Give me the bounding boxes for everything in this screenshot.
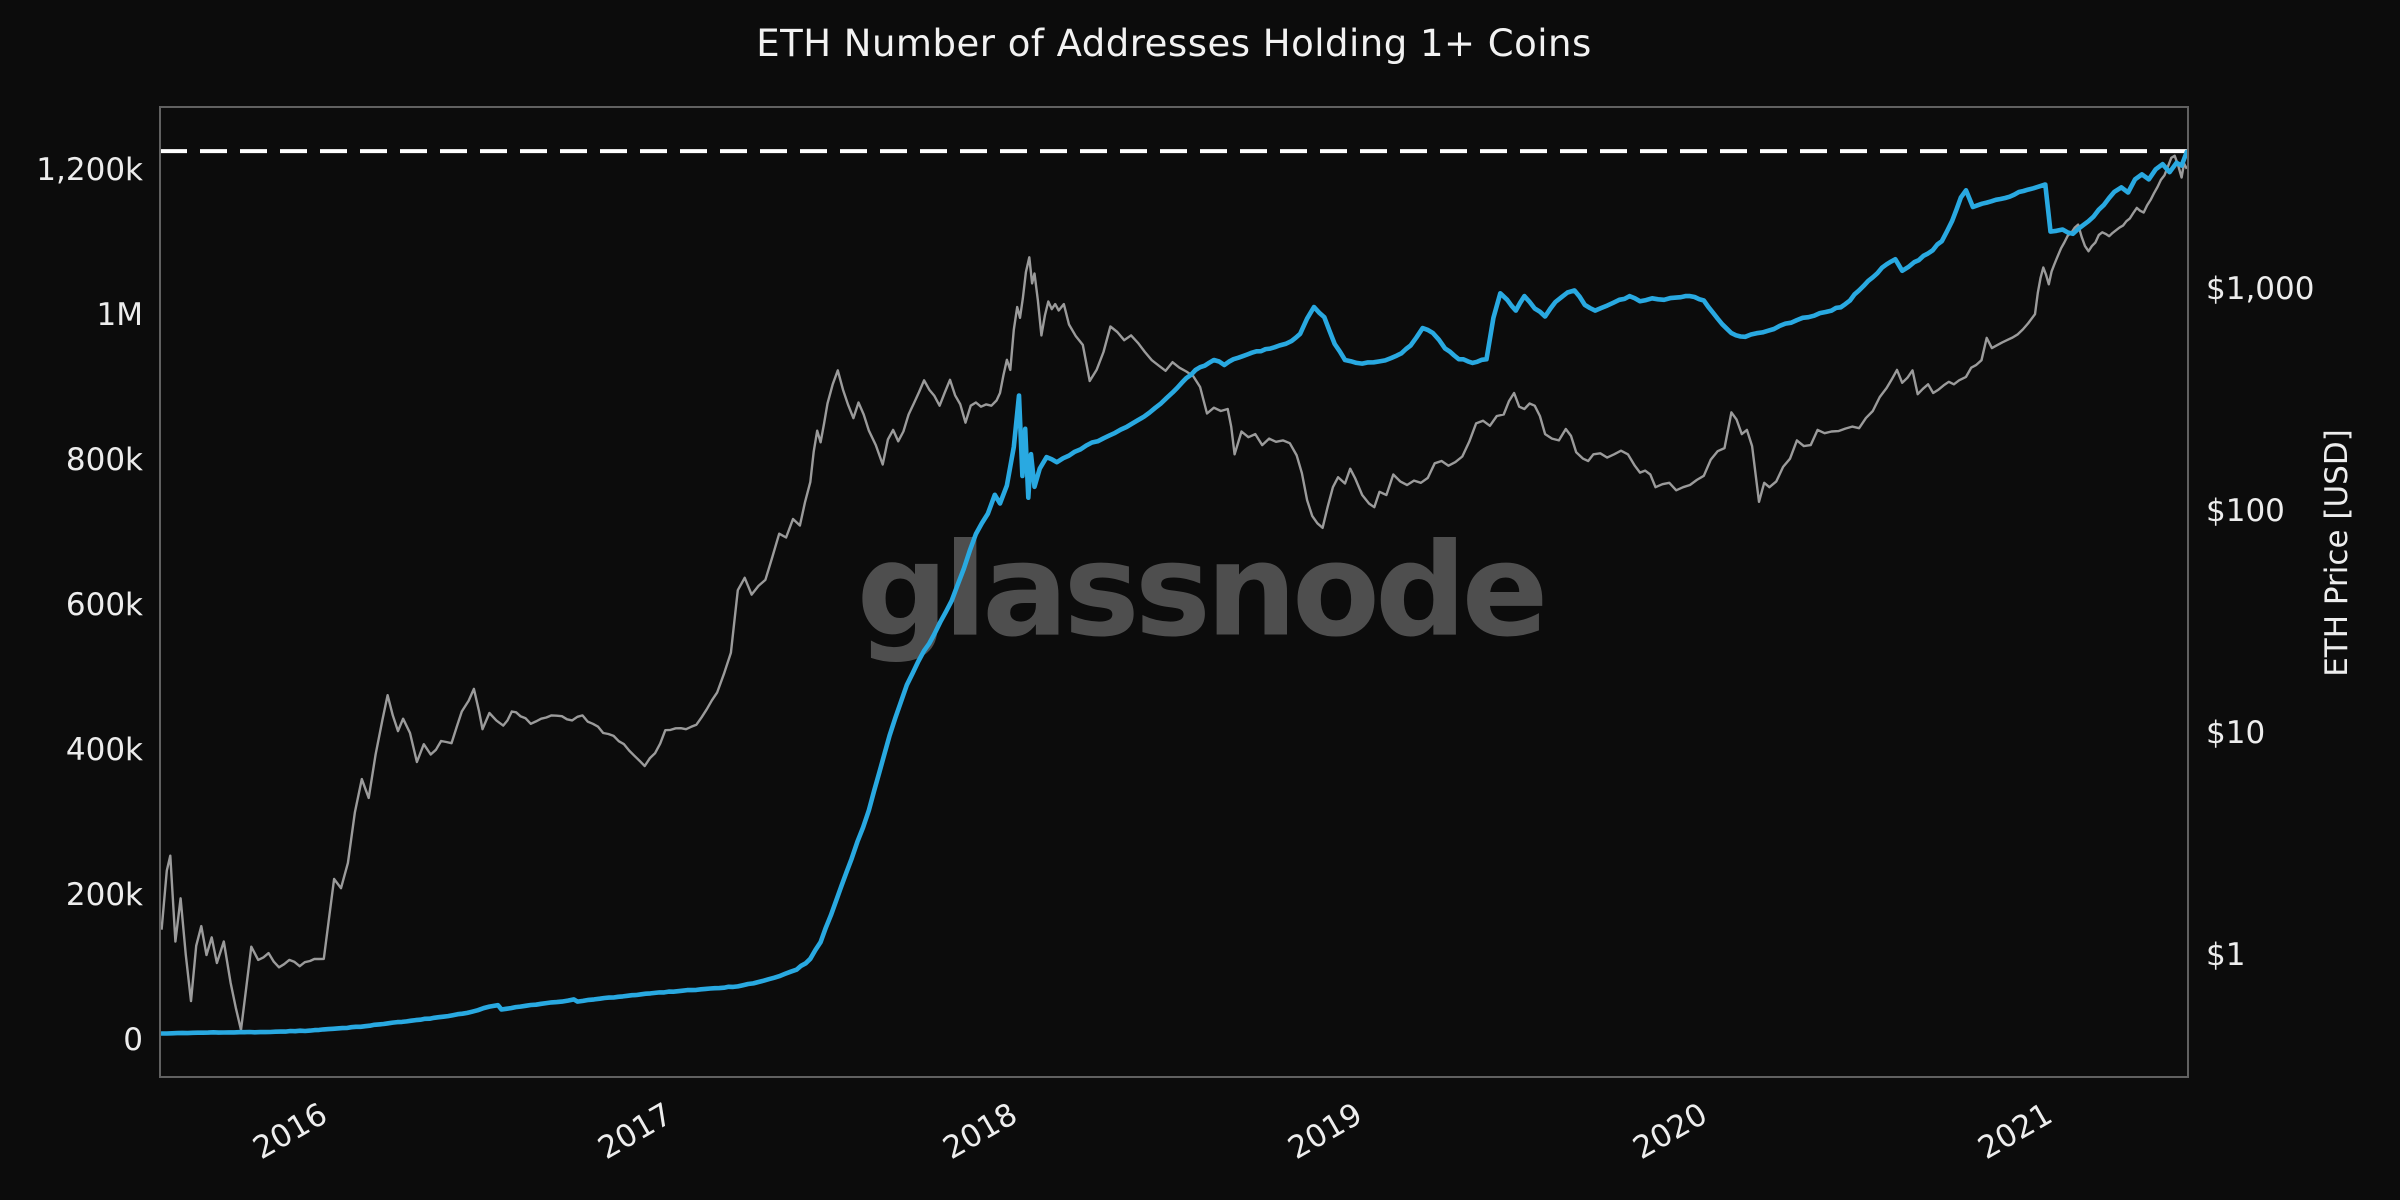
right-tick-1: $1	[2206, 937, 2246, 973]
left-tick-800k: 800k	[65, 442, 143, 478]
right-tick-100: $100	[2206, 493, 2285, 529]
right-axis-label: ETH Price [USD]	[2319, 429, 2355, 677]
chart-title: ETH Number of Addresses Holding 1+ Coins	[756, 22, 1592, 65]
left-tick-400k: 400k	[65, 732, 143, 768]
plot-border	[159, 106, 2189, 1078]
left-tick-200k: 200k	[65, 877, 143, 913]
eth-price-line	[160, 154, 2188, 1032]
left-tick-0: 0	[123, 1022, 143, 1058]
addresses-line	[160, 149, 2188, 1036]
right-tick-10: $10	[2206, 715, 2266, 751]
left-tick-600k: 600k	[65, 587, 143, 623]
left-tick-1,200k: 1,200k	[36, 152, 143, 188]
right-tick-1000: $1,000	[2206, 271, 2315, 307]
left-tick-1M: 1M	[96, 297, 143, 333]
